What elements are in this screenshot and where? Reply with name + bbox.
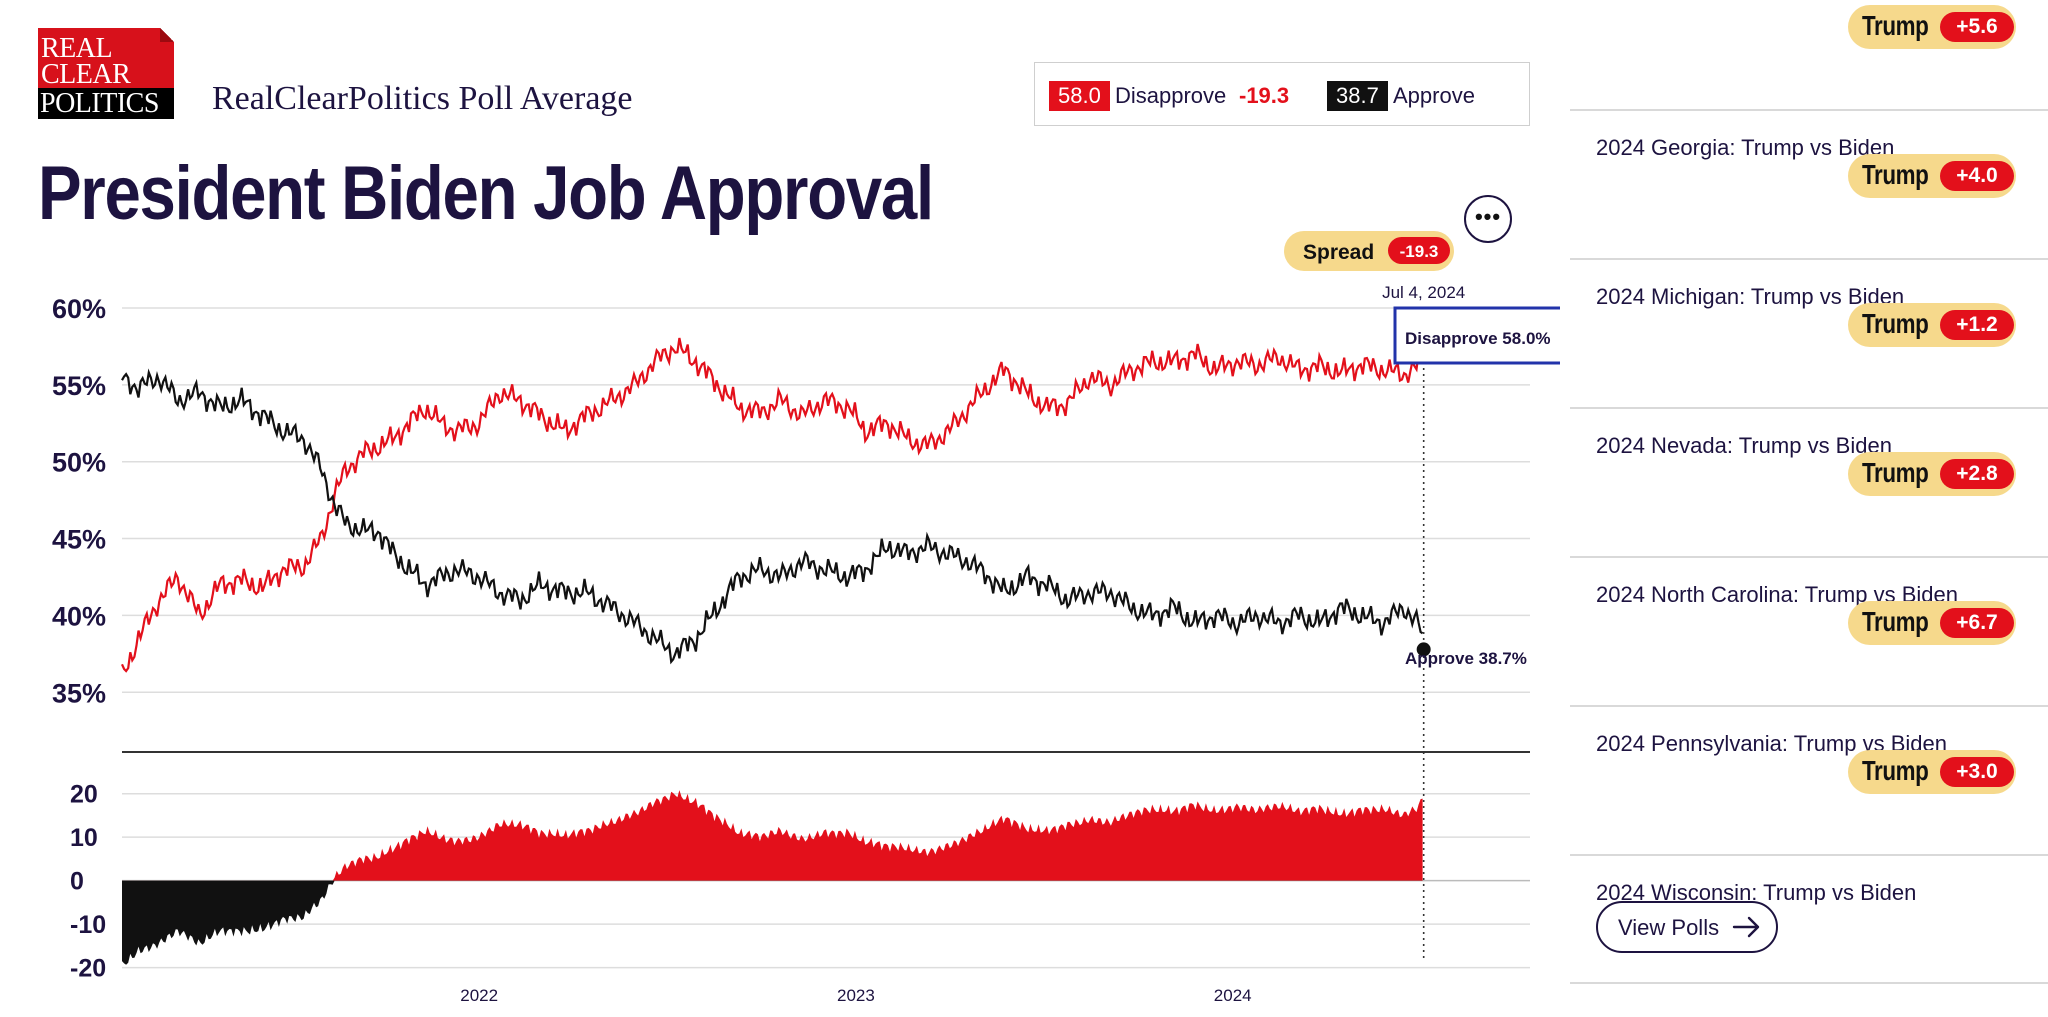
y-tick-label: 35% [52,678,106,708]
race-leader-pill[interactable]: Trump +4.0 [1848,154,2016,198]
race-title-link[interactable]: 2024 Nevada: Trump vs Biden [1596,433,1892,458]
race-title-link[interactable]: 2024 Wisconsin: Trump vs Biden [1596,880,1917,905]
hover-overlay: Jul 4, 2024 Disapprove 58.0% Approve 38.7%… [1284,231,1560,962]
race-leader-margin: +3.0 [1940,757,2014,787]
race-leader-margin: +5.6 [1940,12,2014,42]
race-leader-name: Trump [1862,159,1929,190]
sidebar-separator [1570,982,2048,984]
sidebar-separator [1570,556,2048,558]
y-tick-label: 55% [52,371,106,401]
page-title: President Biden Job Approval [38,151,934,236]
race-leader-pill[interactable]: Trump +6.7 [1848,601,2016,645]
approve-label: Approve [1393,83,1475,108]
line-chart-grid [122,307,1530,753]
race-leader-pill[interactable]: Trump +1.2 [1848,303,2016,347]
summary-box: 58.0 Disapprove -19.3 38.7 Approve [1034,62,1530,126]
race-leader-name: Trump [1862,606,1929,637]
approve-line [121,368,1424,665]
spread-chart-y-axis: 20 10 0 -10 -20 [70,781,106,983]
arrow-right-icon [1732,916,1760,938]
sidebar-separator [1570,705,2048,707]
disapprove-tooltip-label: Disapprove 58.0% [1405,329,1551,348]
related-polls-sidebar: Trump +5.6 2024 Georgia: Trump vs Biden Tru… [1570,0,2048,1017]
series-lines [120,337,1424,673]
race-title-link[interactable]: 2024 Georgia: Trump vs Biden [1596,135,1895,160]
race-leader-name: Trump [1862,457,1929,488]
logo-line-3: POLITICS [38,88,174,119]
spread-area [122,790,1423,965]
y-tick-label: 50% [52,448,106,478]
race-leader-margin: +6.7 [1940,608,2014,638]
spread-pill-badge [1388,237,1450,264]
x-axis: 2022 2023 2024 [460,986,1251,1005]
y-tick-label: 20 [70,781,98,809]
y-tick-label: 10 [70,824,98,852]
y-tick-label: -20 [70,955,106,983]
spread-negative-area [122,880,1423,965]
race-leader-name: Trump [1862,755,1929,786]
race-leader-name: Trump [1862,308,1929,339]
y-tick-label: 0 [70,868,84,896]
disapprove-label: Disapprove [1115,83,1227,108]
sidebar-separator [1570,109,2048,111]
race-leader-margin: +2.8 [1940,459,2014,489]
view-polls-label: View Polls [1618,915,1720,940]
y-tick-label: 40% [52,601,106,631]
disapprove-tooltip-box [1393,306,1560,365]
y-tick-label: 45% [52,525,106,555]
race-title-link[interactable]: 2024 Michigan: Trump vs Biden [1596,284,1905,309]
brand-title: RealClearPolitics Poll Average [212,80,633,117]
line-chart-y-axis: 60% 55% 50% 45% 40% 35% [52,294,106,708]
race-leader-margin: +1.2 [1940,310,2014,340]
race-leader-pill[interactable]: Trump +5.6 [1848,5,2016,49]
logo-line-2: CLEAR [41,59,131,90]
race-leader-margin: +4.0 [1940,161,2014,191]
view-polls-button[interactable]: View Polls [1596,901,1778,953]
more-options-button[interactable]: ••• [1464,195,1512,243]
disapprove-value-badge: 58.0 [1049,81,1110,111]
x-tick-label: 2024 [1214,986,1252,1005]
x-tick-label: 2022 [460,986,498,1005]
race-leader-pill[interactable]: Trump +3.0 [1848,750,2016,794]
y-tick-label: -10 [70,911,106,939]
ellipsis-icon: ••• [1474,204,1502,229]
sidebar-separator [1570,407,2048,409]
hover-date: Jul 4, 2024 [1382,283,1465,302]
y-tick-label: 60% [52,294,106,324]
sidebar-separator [1570,854,2048,856]
x-tick-label: 2023 [837,986,875,1005]
approve-marker [1416,642,1431,657]
rcp-logo[interactable]: REAL CLEAR POLITICS [38,28,174,119]
spread-positive-area [122,790,1423,881]
approve-value-badge: 38.7 [1327,81,1388,111]
logo-line-1: REAL [41,33,113,64]
spread-pill-label: Spread [1303,241,1374,264]
logo-page-fold [160,28,174,42]
sidebar-separator [1570,258,2048,260]
approve-tooltip-label: Approve 38.7% [1405,649,1527,668]
spread-value: -19.3 [1239,83,1290,108]
race-leader-pill[interactable]: Trump +2.8 [1848,452,2016,496]
race-leader-name: Trump [1862,10,1929,41]
spread-pill-value: -19.3 [1400,242,1439,261]
disapprove-line [120,337,1423,673]
